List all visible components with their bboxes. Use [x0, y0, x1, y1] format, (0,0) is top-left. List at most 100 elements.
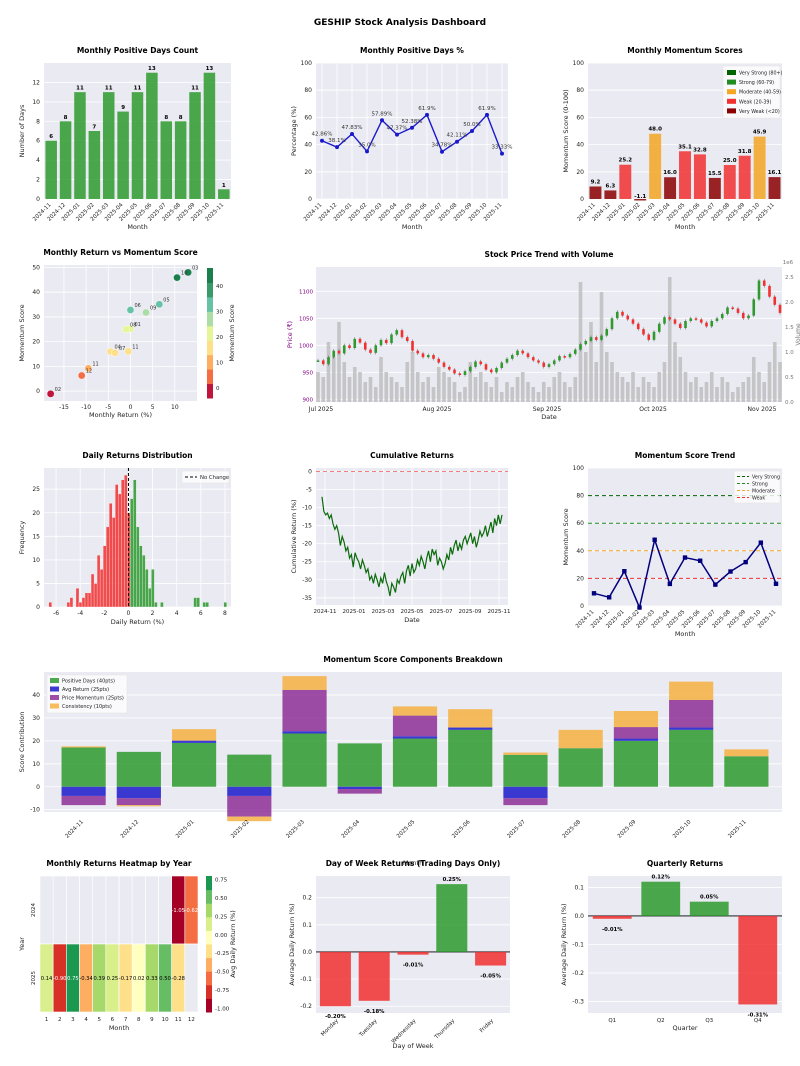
candle-body	[337, 350, 341, 354]
data-label: 31.8	[738, 149, 752, 155]
stacked-bar-segment	[116, 805, 161, 807]
x-tick-label: -4	[77, 610, 83, 617]
candle-body	[531, 357, 535, 361]
volume-bar	[547, 387, 551, 402]
histogram-bar	[96, 555, 101, 608]
volume-bar	[368, 377, 373, 402]
stacked-bar-segment	[613, 738, 659, 741]
candle-body	[684, 321, 687, 329]
data-point	[470, 129, 474, 133]
y-tick-label: 40	[576, 548, 584, 555]
colorbar-tick-label: 0.00	[215, 933, 228, 939]
data-label: 50.0%	[463, 122, 480, 128]
volume-bar	[573, 377, 578, 402]
x-tick-label: 7	[124, 1017, 128, 1023]
volume-bar	[594, 362, 599, 402]
data-label: 34.78%	[432, 143, 453, 149]
y-tick-label: 100	[573, 465, 585, 472]
stacked-bar-segment	[503, 798, 548, 806]
data-point	[758, 540, 764, 545]
bar	[131, 92, 144, 199]
x-tick-label: 2025-10	[672, 819, 693, 840]
bar	[160, 121, 173, 199]
point-label: 10	[181, 271, 187, 277]
chart-title: Monthly Momentum Scores	[627, 46, 743, 55]
stacked-bar-segment	[448, 727, 493, 730]
data-label: 9.2	[591, 179, 601, 185]
candle-body	[768, 285, 771, 297]
data-point	[395, 132, 399, 137]
histogram-bar	[84, 592, 89, 608]
data-label: -0.05%	[480, 974, 501, 980]
stacked-bar-segment	[282, 733, 327, 787]
volume-bar	[557, 372, 562, 402]
bar	[592, 915, 632, 919]
data-label: 52.38%	[402, 119, 423, 125]
histogram-bar	[124, 474, 128, 608]
data-label: 61.9%	[418, 106, 435, 112]
chart-title: Stock Price Trend with Volume	[485, 250, 614, 259]
x-tick-label: 2025-08	[562, 819, 583, 840]
chart-quarterly-returns: -0.3 -0.2 -0.1 0.0 0.1 -0.01% Q1 0.12% Q2 0.05% Q3…	[560, 859, 782, 1032]
cell-label: -0.90	[53, 976, 66, 982]
x-tick-label: -6	[53, 610, 59, 617]
x-tick-label: 2025-05	[401, 609, 424, 615]
y-tick-label: 1050	[299, 316, 313, 322]
volume-bar	[615, 372, 620, 402]
colorbar-segment	[206, 971, 212, 986]
histogram-bar	[115, 484, 119, 608]
y-axis-label: Average Daily Return (%)	[560, 903, 568, 985]
x-tick-label: 6	[199, 610, 203, 617]
bar	[723, 165, 736, 199]
colorbar-segment	[206, 903, 212, 918]
volume-bar	[762, 382, 767, 402]
y-tick-label: 2024	[31, 903, 37, 917]
volume-bar	[536, 392, 541, 402]
volume-bar	[499, 392, 504, 402]
stacked-bar-segment	[337, 786, 382, 790]
candle-body	[353, 338, 357, 348]
x-tick-label: 0	[127, 610, 131, 617]
stacked-bar-segment	[669, 681, 714, 700]
plot-area	[44, 265, 197, 401]
y-axis-label: Average Daily Return (%)	[288, 903, 296, 985]
x-tick-label: Monday	[320, 1018, 340, 1038]
y2-tick-label: 0.5	[785, 375, 794, 381]
data-point	[622, 569, 627, 574]
volume-bar	[641, 377, 646, 402]
data-label: 8	[164, 115, 168, 121]
x-axis-label: Month	[402, 223, 422, 231]
candle-body	[342, 345, 346, 354]
data-label: 1	[222, 183, 226, 189]
candle-body	[762, 280, 766, 286]
volume-bar	[405, 362, 410, 402]
y-tick-label: 0	[36, 784, 40, 791]
x-axis-label: Month	[675, 630, 695, 638]
volume-bar	[526, 382, 530, 402]
y-tick-label: -25	[302, 559, 312, 566]
x-tick-label: -10	[81, 404, 91, 411]
candle-body	[573, 349, 577, 354]
volume-bar	[457, 392, 462, 402]
volume-bar	[515, 377, 520, 402]
candle-body	[584, 340, 588, 345]
volume-bar	[604, 352, 609, 402]
y-tick-label: 0	[36, 388, 40, 395]
data-point	[425, 112, 429, 117]
stacked-bar-segment	[282, 731, 327, 734]
data-point	[46, 390, 55, 398]
x-tick-label: -2	[101, 610, 107, 617]
stacked-bar-segment	[503, 752, 548, 755]
data-label: -1.1	[634, 194, 646, 200]
data-label: 32.8	[693, 147, 707, 153]
y-tick-label: 80	[576, 87, 584, 94]
colorbar-segment	[206, 876, 212, 891]
x-tick-label: 9	[150, 1017, 154, 1023]
legend-entry: Very Strong (80+)	[739, 71, 783, 77]
stacked-bar-segment	[337, 789, 382, 794]
data-point	[77, 371, 86, 380]
stacked-bar-segment	[613, 711, 659, 728]
chart-title: Momentum Score Trend	[635, 451, 735, 460]
y-tick-label: -0.1	[300, 976, 312, 983]
y-tick-label: 60	[576, 114, 584, 121]
